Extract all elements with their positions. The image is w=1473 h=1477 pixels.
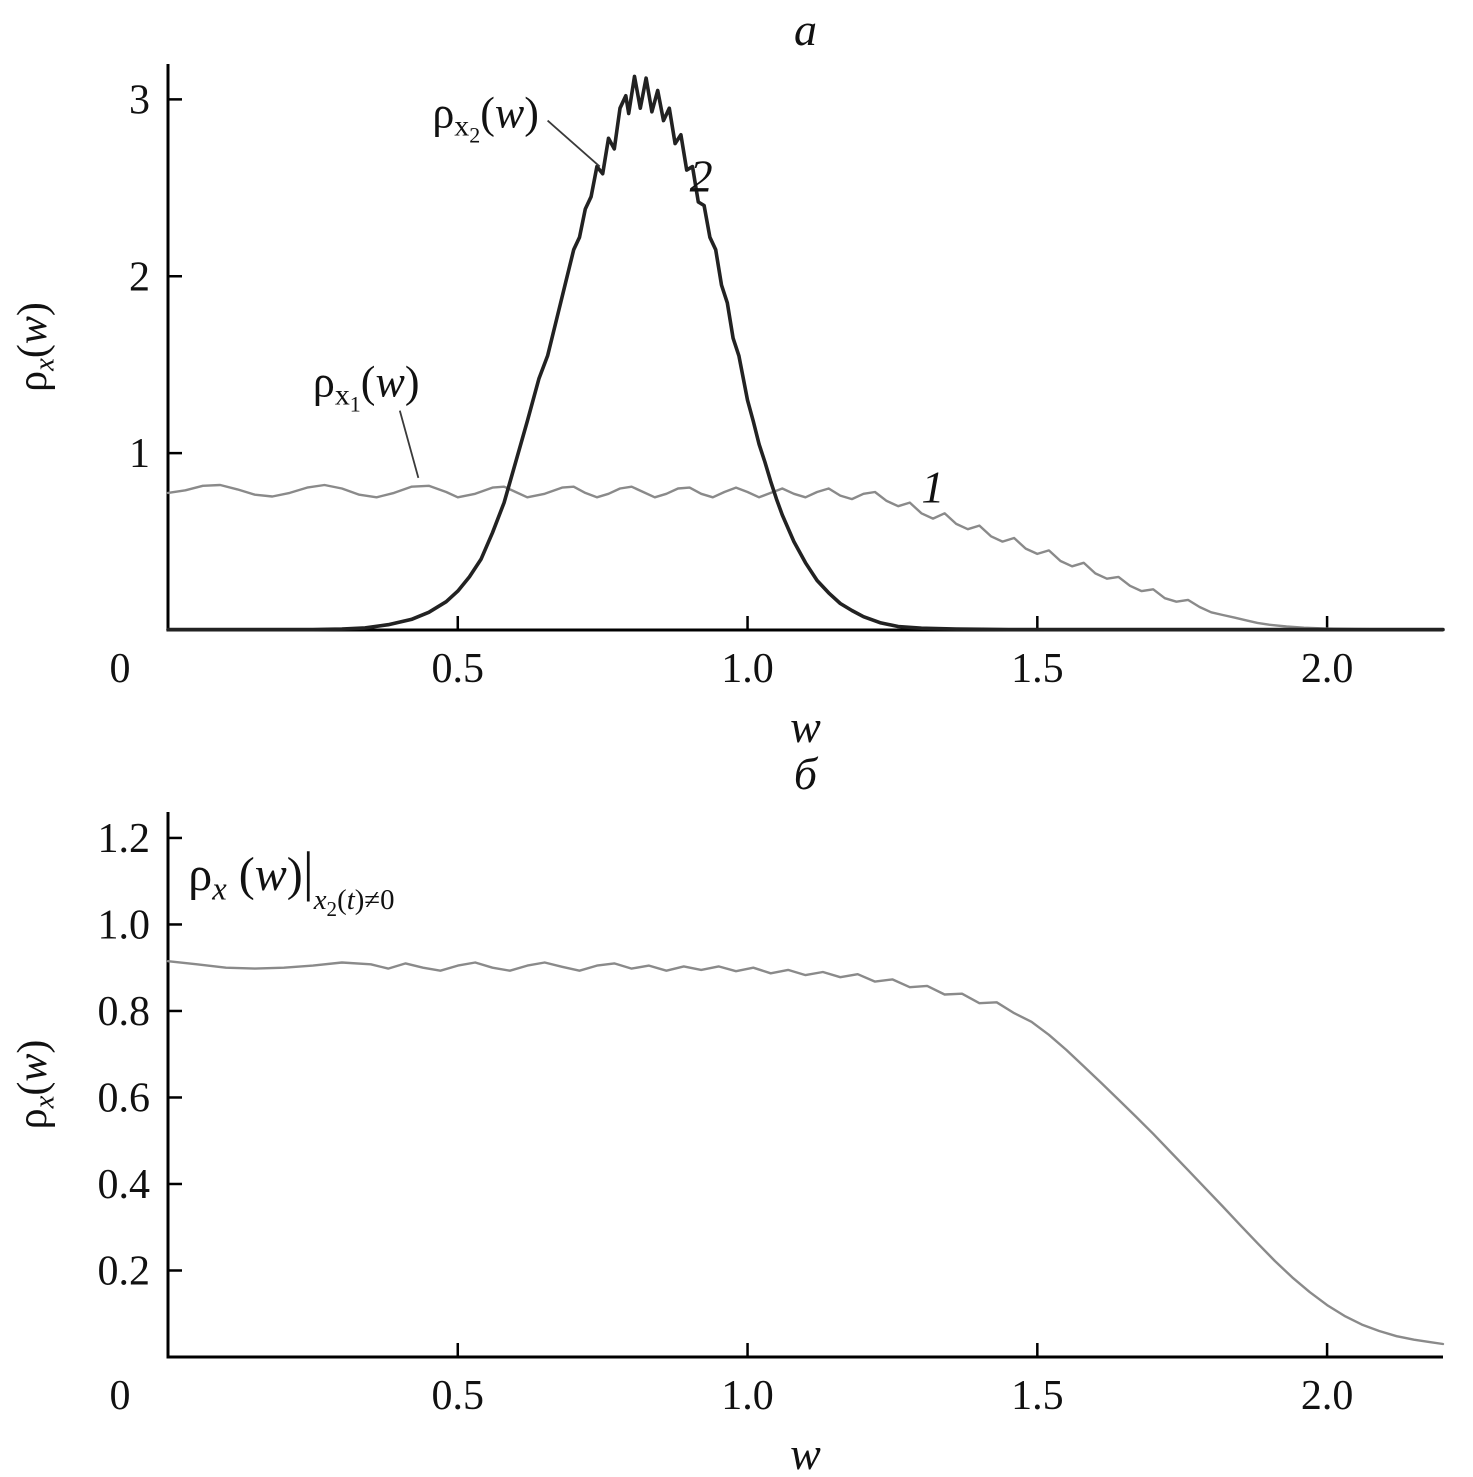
- panel-b-title: б: [793, 748, 818, 799]
- x-tick-label: 2.0: [1301, 1373, 1354, 1419]
- panel-a-title: а: [794, 4, 817, 55]
- label-rho-x1-leader: [398, 410, 420, 479]
- x-tick-label: 0: [110, 646, 131, 692]
- chart-a: 0 0.5 1.0 1.5 2.0 1 2 3 w ρx(w) ρx2(w) ρx1(w) 2 1: [10, 64, 1445, 748]
- y-tick-label: 0.6: [98, 1075, 151, 1121]
- x-tick-label: 0.5: [432, 1373, 485, 1419]
- y-tick-label: 1: [129, 431, 150, 477]
- y-axis-label: ρx(w): [10, 1040, 61, 1130]
- y-tick-label: 0.4: [98, 1162, 151, 1208]
- x-tick-label: 1.5: [1011, 1373, 1064, 1419]
- y-tick-label: 0.2: [98, 1248, 151, 1294]
- y-tick-label: 1.2: [98, 816, 151, 862]
- x-tick-label: 2.0: [1301, 646, 1354, 692]
- curve-label-1: 1: [921, 462, 944, 513]
- label-rho-x2-leader: [547, 119, 601, 168]
- y-tick-label: 1.0: [98, 902, 151, 948]
- curve-label-2: 2: [690, 150, 713, 201]
- label-rho-x1: ρx1(w): [313, 357, 420, 416]
- panel-b: б 0 0.5 1.0 1.5 2.0 0.2 0.4 0.6 0.8 1.0 1.2 w ρx(w) ρ…: [0, 748, 1473, 1475]
- y-axis-label: ρx(w): [10, 302, 61, 392]
- label-rho-x2: ρx2(w): [432, 89, 539, 148]
- chart-b: 0 0.5 1.0 1.5 2.0 0.2 0.4 0.6 0.8 1.0 1.2 w ρx(w) ρx …: [10, 812, 1445, 1475]
- x-tick-label: 1.0: [721, 646, 774, 692]
- y-tick-label: 2: [129, 254, 150, 300]
- series-rho-x-constrained: [166, 959, 1445, 1346]
- svg-text:ρx(w): ρx(w): [10, 302, 61, 392]
- axes: [166, 64, 1443, 632]
- x-tick-label: 0: [110, 1373, 131, 1419]
- panel-a: а 0 0.5 1.0 1.5 2.0 1 2 3 w ρx(w) ρx2(w) ρx1(w) 2 1: [0, 4, 1473, 748]
- y-tick-label: 3: [129, 77, 150, 123]
- x-tick-label: 1.0: [721, 1373, 774, 1419]
- x-axis-label: w: [790, 701, 821, 748]
- label-rho-x-constrained: ρx (w)|x2(t)≠0: [188, 841, 394, 921]
- series-rho-x1: [166, 483, 1445, 631]
- x-axis-label: w: [790, 1428, 821, 1475]
- axes: [166, 812, 1443, 1359]
- svg-text:ρx(w): ρx(w): [10, 1040, 61, 1130]
- y-tick-label: 0.8: [98, 989, 151, 1035]
- series-rho-x2: [166, 74, 1445, 632]
- x-tick-label: 0.5: [432, 646, 485, 692]
- x-tick-label: 1.5: [1011, 646, 1064, 692]
